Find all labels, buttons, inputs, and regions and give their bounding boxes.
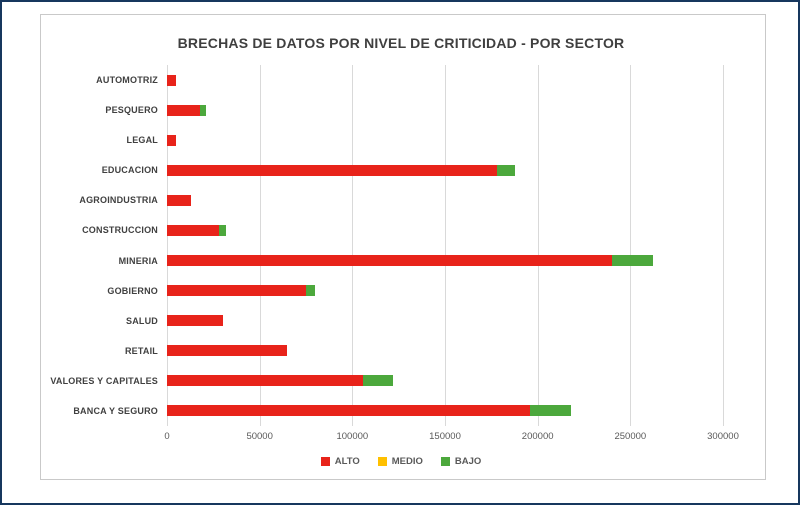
bar-row [167,65,723,95]
bar-segment-bajo [611,255,653,266]
y-axis-labels: AUTOMOTRIZ PESQUERO LEGAL EDUCACION AGROINDU… [49,65,167,426]
x-tick-label: 200000 [521,431,554,442]
gridline [259,65,261,426]
bar-row [167,95,723,125]
stacked-bar [167,345,723,357]
bar-row [167,245,723,275]
plot-row: AUTOMOTRIZ PESQUERO LEGAL EDUCACION AGROINDU… [49,65,753,426]
stacked-bar [167,224,723,236]
bar-row [167,396,723,426]
bar-segment-alto [167,315,223,327]
bar-row [167,336,723,366]
stacked-bar [167,74,723,86]
category-label: AGROINDUSTRIA [79,195,158,206]
bar-chart: BRECHAS DE DATOS POR NIVEL DE CRITICIDAD… [40,14,766,480]
bar-segment-alto [167,74,177,86]
gridline [630,65,632,426]
legend-label: BAJO [454,455,482,467]
x-tick-label: 0 [164,431,170,442]
bar-row [167,185,723,215]
stacked-bar [167,285,723,297]
x-tick-label: 250000 [614,431,647,442]
category-label: SALUD [126,315,158,326]
legend-label: ALTO [334,455,360,467]
gridline [723,65,724,426]
x-tick-label: 100000 [336,431,369,442]
bar-segment-alto [167,104,201,116]
chart-title: BRECHAS DE DATOS POR NIVEL DE CRITICIDAD… [177,35,625,51]
stacked-bar [167,405,723,417]
x-tick-label: 300000 [707,431,739,442]
bar-row [167,125,723,155]
x-axis: 0 50000 100000 150000 200000 250000 300000 [164,429,739,447]
stacked-bar [167,375,723,387]
legend-item-alto: ALTO [320,455,360,467]
bar-segment-bajo [530,405,572,417]
bar-segment-alto [167,194,192,206]
legend: ALTO MEDIO BAJO [49,447,753,475]
gridline [537,65,539,426]
bar-row [167,366,723,396]
bar-row [167,155,723,185]
bar-segment-alto [167,134,177,146]
category-label: EDUCACION [101,165,158,176]
category-label: VALORES Y CAPITALES [50,375,158,386]
bar-row [167,276,723,306]
bar-row [167,215,723,245]
bar-segment-alto [167,224,219,236]
gridline [445,65,446,426]
stacked-bar [167,255,723,266]
plot-area [167,65,724,426]
stacked-bar [167,164,723,176]
category-label: BANCA Y SEGURO [73,405,158,416]
bar-segment-bajo [496,164,516,176]
bar-segment-alto [167,285,306,297]
category-label: CONSTRUCCION [82,225,158,236]
x-tick-label: 50000 [246,431,273,442]
bar-segment-bajo [306,285,316,297]
category-label: MINERIA [118,255,158,266]
legend-swatch [377,456,387,466]
bar-row [167,306,723,336]
bar-segment-alto [167,255,612,266]
legend-swatch [440,456,450,466]
category-label: LEGAL [126,135,158,146]
legend-label: MEDIO [391,455,423,467]
bar-segment-alto [167,164,497,176]
stacked-bar [167,315,723,327]
x-tick-label: 150000 [429,431,461,442]
bar-rows [167,65,723,426]
category-label: RETAIL [124,345,158,356]
bar-segment-alto [167,375,364,387]
category-label: GOBIERNO [107,285,158,296]
legend-swatch [320,456,330,466]
legend-item-medio: MEDIO [377,455,423,467]
legend-item-bajo: BAJO [440,455,482,467]
category-label: AUTOMOTRIZ [96,75,158,86]
gridline [167,65,168,426]
bar-segment-alto [167,345,288,357]
stacked-bar [167,104,723,116]
gridline [352,65,354,426]
bar-segment-bajo [218,224,227,236]
category-label: PESQUERO [105,105,158,116]
bar-segment-bajo [363,375,394,387]
bar-segment-bajo [200,104,206,116]
bar-segment-alto [167,405,531,417]
stacked-bar [167,194,723,206]
stacked-bar [167,134,723,146]
